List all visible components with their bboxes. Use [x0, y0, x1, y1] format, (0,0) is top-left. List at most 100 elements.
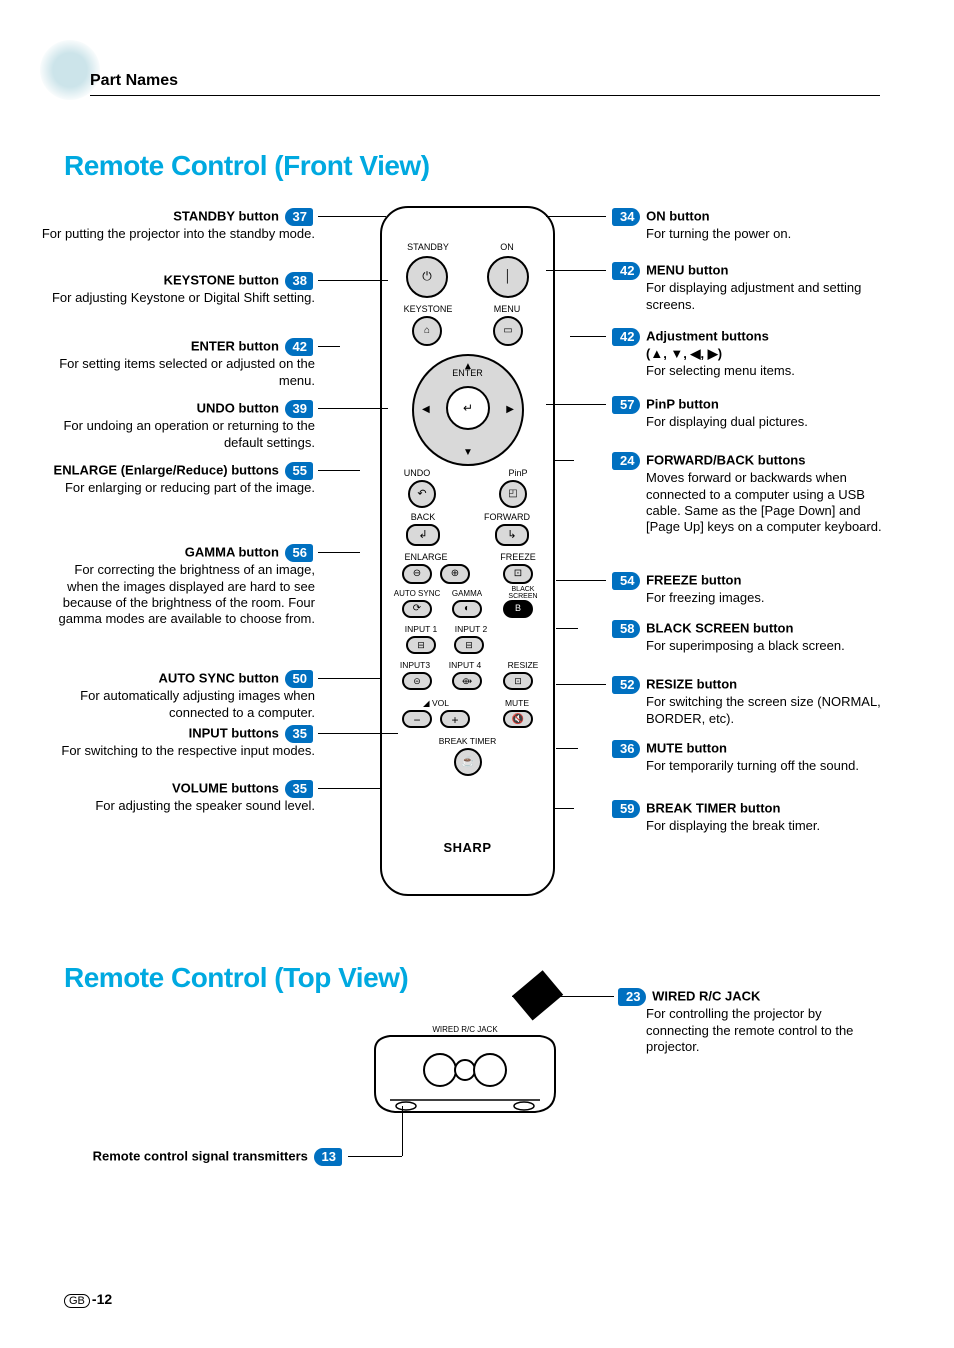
leader-line — [318, 280, 388, 281]
callout-name: RESIZE button — [646, 677, 737, 692]
freeze-button-icon: ⊡ — [503, 564, 533, 584]
label-input1: INPUT 1 — [396, 624, 446, 634]
callout-right-3: 57 PinP buttonFor displaying dual pictur… — [610, 396, 890, 431]
page-badge: 42 — [612, 262, 640, 280]
label-undo: UNDO — [392, 468, 442, 478]
leader-line — [556, 684, 606, 685]
label-standby: STANDBY — [396, 242, 460, 252]
label-keystone: KEYSTONE — [396, 304, 460, 314]
callout-name: BREAK TIMER button — [646, 801, 780, 816]
callout-desc: For switching the screen size (NORMAL, B… — [646, 694, 890, 727]
page-badge: 55 — [285, 462, 313, 480]
input1-button-icon: ⊟ — [406, 636, 436, 654]
callout-left-8: VOLUME buttons 35For adjusting the speak… — [40, 780, 315, 815]
label-back: BACK — [398, 512, 448, 522]
callout-desc: For setting items selected or adjusted o… — [40, 356, 315, 389]
callout-desc: For adjusting the speaker sound level. — [40, 798, 315, 814]
page-badge: 34 — [612, 208, 640, 226]
label-input2: INPUT 2 — [446, 624, 496, 634]
callout-right-5: 54 FREEZE buttonFor freezing images. — [610, 572, 890, 607]
leader-line — [318, 678, 382, 679]
callout-left-6: AUTO SYNC button 50For automatically adj… — [40, 670, 315, 721]
page-badge: 35 — [285, 780, 313, 798]
leader-line — [570, 336, 606, 337]
pinp-button-icon: ◰ — [499, 480, 527, 508]
leader-line — [318, 788, 380, 789]
page-badge: 38 — [285, 272, 313, 290]
resize-button-icon: ⊡ — [503, 672, 533, 690]
page-badge: 35 — [285, 725, 313, 743]
callout-desc: For switching to the respective input mo… — [40, 743, 315, 759]
corner-decoration — [40, 40, 100, 100]
callout-right-0: 34 ON button For turning the power on. — [610, 208, 890, 243]
label-freeze: FREEZE — [493, 552, 543, 562]
section-label: Part Names — [90, 72, 178, 90]
page-badge: 37 — [285, 208, 313, 226]
callout-transmitters: Remote control signal transmitters 13 — [74, 1148, 344, 1166]
leader-line — [318, 552, 360, 553]
callout-name: KEYSTONE button — [164, 273, 279, 288]
callout-desc: For freezing images. — [646, 590, 890, 606]
title-top-view: Remote Control (Top View) — [64, 962, 408, 994]
callout-left-3: UNDO button 39For undoing an operation o… — [40, 400, 315, 451]
callout-desc: For adjusting Keystone or Digital Shift … — [40, 290, 315, 306]
callout-name: FREEZE button — [646, 573, 741, 588]
callout-desc: For displaying adjustment and setting sc… — [646, 280, 890, 313]
page-badge: 39 — [285, 400, 313, 418]
leader-line — [556, 748, 578, 749]
callout-name: ENLARGE (Enlarge/Reduce) buttons — [54, 463, 279, 478]
callout-left-4: ENLARGE (Enlarge/Reduce) buttons 55For e… — [40, 462, 315, 497]
footer-region: GB — [64, 1294, 90, 1308]
callout-right-2: 42 Adjustment buttons(▲, ▼, ◀, ▶)For sel… — [610, 328, 890, 379]
input2-button-icon: ⊟ — [454, 636, 484, 654]
vol-down-icon: − — [402, 710, 432, 728]
callout-desc: For turning the power on. — [646, 226, 890, 242]
callout-name: ON button — [646, 209, 710, 224]
remote-top-diagram: WIRED R/C JACK — [360, 1010, 570, 1130]
callout-name: ENTER button — [191, 339, 279, 354]
callout-name: MENU button — [646, 263, 728, 278]
leader-line — [318, 733, 398, 734]
callout-desc: For temporarily turning off the sound. — [646, 758, 890, 774]
label-mute: MUTE — [495, 698, 539, 708]
callout-name: PinP button — [646, 397, 719, 412]
callout-wired-jack: 23 WIRED R/C JACK For controlling the pr… — [616, 988, 886, 1055]
label-input4: INPUT 4 — [440, 660, 490, 670]
leader-line — [402, 1106, 403, 1156]
enlarge-minus-icon: ⊖ — [402, 564, 432, 584]
page-badge: 42 — [612, 328, 640, 346]
callout-name: INPUT buttons — [189, 726, 279, 741]
leader-line — [318, 470, 360, 471]
standby-button-icon: ⏻ — [406, 256, 448, 298]
undo-button-icon: ↶ — [408, 480, 436, 508]
callout-desc: For putting the projector into the stand… — [40, 226, 315, 242]
label-resize: RESIZE — [501, 660, 545, 670]
callout-desc: For correcting the brightness of an imag… — [40, 562, 315, 627]
title-front-view: Remote Control (Front View) — [64, 150, 430, 182]
label-input3: INPUT3 — [392, 660, 438, 670]
vol-up-icon: + — [440, 710, 470, 728]
blackscreen-button-icon: B — [503, 600, 533, 618]
callout-desc: Moves forward or backwards when connecte… — [646, 470, 890, 535]
forward-button-icon: ↳ — [495, 524, 529, 546]
brand-label: SHARP — [382, 840, 553, 855]
callout-left-7: INPUT buttons 35For switching to the res… — [40, 725, 315, 760]
page-badge: 23 — [618, 988, 646, 1006]
label-wired-rc: WIRED R/C JACK — [432, 1025, 498, 1034]
label-enlarge: ENLARGE — [396, 552, 456, 562]
back-button-icon: ↲ — [406, 524, 440, 546]
remote-front-diagram: STANDBY ON ⏻ │ KEYSTONE MENU ⌂ ▭ ▲ ▼ ◀ ▶… — [380, 206, 555, 896]
mute-button-icon: 🔇 — [503, 710, 533, 728]
callout-desc: For displaying the break timer. — [646, 818, 890, 834]
enlarge-plus-icon: ⊕ — [440, 564, 470, 584]
callout-left-0: STANDBY button 37For putting the project… — [40, 208, 315, 243]
label-autosync: AUTO SYNC — [386, 589, 448, 598]
callout-name: AUTO SYNC button — [159, 671, 279, 686]
label-on: ON — [475, 242, 539, 252]
autosync-button-icon: ⟳ — [402, 600, 432, 618]
callout-desc: For enlarging or reducing part of the im… — [40, 480, 315, 496]
enter-button-inner: ↵ — [446, 386, 490, 430]
leader-line — [546, 216, 606, 217]
callout-right-7: 52 RESIZE buttonFor switching the screen… — [610, 676, 890, 727]
leader-line — [555, 808, 574, 809]
